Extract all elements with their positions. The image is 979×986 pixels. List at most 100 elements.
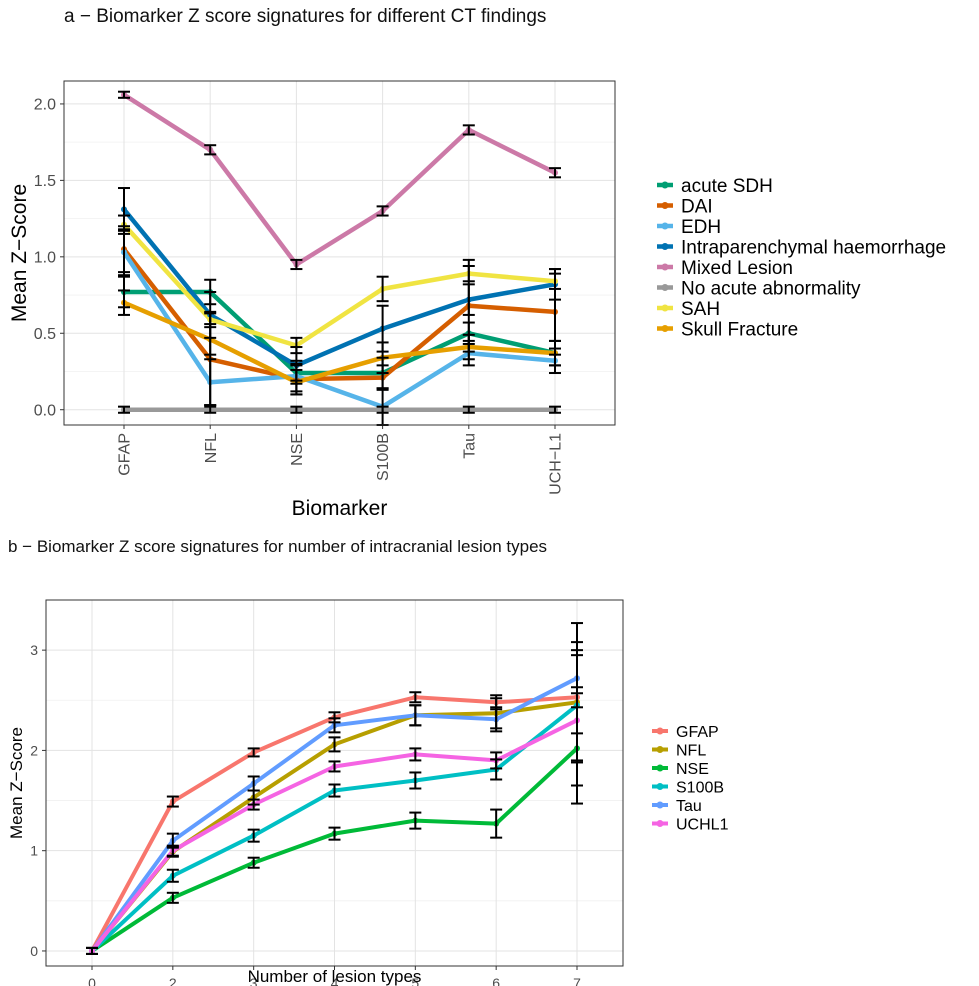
- chart-a-legend-label-5: No acute abnormality: [681, 278, 861, 299]
- chart-b-errorbar-2-3: [328, 826, 341, 841]
- chart-a-legend-item-7: Skull Fracture: [657, 319, 798, 340]
- chart-b: 0 1 2 3 0 2 3 4 5 6 7 Number of lesion types Mean Z−…: [7, 599, 729, 986]
- chart-b-yaxis-title: Mean Z−Score: [7, 727, 26, 839]
- chart-b-xtick-label: 0: [88, 975, 96, 986]
- chart-a-ytick-label: 0.5: [34, 326, 56, 343]
- chart-b-xtick-label: 2: [169, 975, 177, 986]
- chart-b-xtick-label: 4: [331, 975, 339, 986]
- chart-a-legend-dot-4: [661, 263, 669, 271]
- chart-a-yaxis-title: Mean Z−Score: [8, 184, 31, 322]
- chart-a-legend-item-1: DAI: [657, 196, 713, 217]
- chart-a-legend-label-4: Mixed Lesion: [681, 258, 793, 279]
- chart-a-legend-label-1: DAI: [681, 196, 713, 217]
- chart-a-errorbar-5-1: [204, 405, 217, 414]
- chart-a-errorbar-4-5: [549, 167, 561, 179]
- chart-b-legend-item-0: GFAP: [652, 724, 719, 741]
- chart-a-errorbar-6-5: [549, 272, 561, 290]
- chart-b-legend-label-1: NFL: [676, 742, 706, 759]
- chart-b-ytick-label: 2: [30, 742, 38, 758]
- chart-a-legend-label-2: EDH: [681, 217, 721, 238]
- chart-b-ytick-label: 0: [30, 943, 38, 959]
- chart-a-errorbar-5-5: [549, 405, 561, 414]
- chart-a-series-line-6: [121, 222, 558, 348]
- chart-a-errorbar-2-1: [204, 358, 217, 407]
- chart-a-legend-dot-0: [661, 181, 669, 189]
- chart-a-series-line-7: [121, 300, 558, 385]
- chart-b-errorbar-2-4: [409, 811, 422, 830]
- chart-a-errorbar-5-0: [118, 405, 130, 414]
- chart-b-errorbar-3-3: [328, 783, 341, 798]
- chart-a-errorbar-4-1: [204, 144, 217, 156]
- chart-a-errorbar-6-3: [376, 275, 389, 303]
- chart-b-errorbar-0-2: [247, 747, 260, 758]
- chart-a-errorbar-6-2: [290, 336, 303, 355]
- chart-a-legend-label-0: acute SDH: [681, 176, 773, 197]
- chart-b-ytick-label: 1: [30, 843, 38, 859]
- chart-b-errorbar-5-6: [571, 654, 583, 787]
- chart-b-legend-dot-5: [656, 820, 664, 827]
- chart-a-legend-item-0: acute SDH: [657, 176, 773, 197]
- chart-a-xtick-label: NSE: [289, 433, 306, 466]
- chart-b-errorbar-4-3: [328, 717, 341, 734]
- chart-a-errorbar-6-4: [462, 264, 475, 283]
- chart-b-errorbar-5-0: [86, 946, 98, 955]
- chart-b-title: b − Biomarker Z score signatures for num…: [8, 537, 548, 556]
- chart-a-xtick-label: GFAP: [117, 433, 134, 476]
- chart-a-legend-dot-2: [661, 222, 669, 230]
- chart-b-legend-label-5: UCHL1: [676, 816, 729, 833]
- chart-b-errorbar-3-2: [247, 828, 260, 843]
- chart-b-errorbar-4-5: [490, 706, 503, 733]
- chart-a-errorbar-4-4: [462, 124, 475, 136]
- chart-a-errorbar-7-1: [204, 323, 217, 356]
- chart-b-legend-dot-3: [656, 783, 664, 790]
- chart-b-legend-item-2: NSE: [652, 761, 709, 778]
- chart-a-errorbar-7-5: [549, 339, 561, 367]
- chart-a-errorbar-5-3: [376, 405, 389, 414]
- chart-a-legend-dot-7: [661, 325, 669, 332]
- chart-a-errorbar-3-4: [462, 283, 475, 316]
- chart-b-errorbar-0-1: [166, 795, 179, 808]
- chart-a-ytick-label: 0.0: [34, 402, 56, 419]
- chart-b-legend-item-1: NFL: [652, 742, 706, 759]
- chart-b-errorbar-1-3: [328, 736, 341, 753]
- chart-a-legend-item-6: SAH: [657, 299, 720, 320]
- chart-b-xaxis-title: Number of lesion types: [248, 967, 422, 986]
- chart-a-errorbar-7-0: [118, 289, 130, 316]
- chart-b-legend-label-4: Tau: [676, 798, 702, 815]
- chart-a-errorbar-5-2: [290, 405, 303, 414]
- chart-a-ytick-label: 1.5: [34, 173, 56, 190]
- chart-a-xtick-label: S100B: [375, 433, 392, 481]
- chart-a-errorbar-4-2: [290, 258, 303, 271]
- chart-a-errorbar-6-0: [118, 214, 130, 235]
- chart-a: 0.0 0.5 1.0 1.5 2.0 GFAP NFL NSE S100B Tau UCH−L1 B…: [8, 80, 946, 520]
- chart-b-xtick-label: 7: [573, 975, 581, 986]
- chart-b-errorbar-5-2: [247, 798, 260, 811]
- chart-b-errorbar-4-4: [409, 704, 422, 727]
- chart-a-series-line-4: [121, 92, 558, 267]
- chart-a-errorbar-7-3: [376, 341, 389, 375]
- chart-a-legend-label-3: Intraparenchymal haemorrhage: [681, 237, 946, 258]
- chart-b-errorbar-2-2: [247, 856, 260, 869]
- chart-b-errorbar-5-4: [409, 747, 422, 762]
- chart-b-ytick-label: 3: [30, 642, 38, 658]
- chart-a-errorbar-5-4: [462, 405, 475, 414]
- chart-a-legend-item-4: Mixed Lesion: [657, 258, 793, 279]
- chart-a-series-line-1: [121, 246, 558, 382]
- chart-b-errorbar-2-1: [166, 891, 179, 904]
- chart-a-xaxis-title: Biomarker: [292, 497, 388, 520]
- chart-a-errorbar-4-3: [376, 205, 389, 217]
- chart-a-series-line-3: [121, 207, 558, 368]
- chart-a-legend-label-6: SAH: [681, 299, 720, 320]
- chart-a-legend-item-2: EDH: [657, 217, 721, 238]
- chart-b-errorbar-3-4: [409, 771, 422, 790]
- chart-b-errorbar-5-3: [328, 760, 341, 773]
- chart-b-legend-dot-2: [656, 764, 664, 772]
- chart-a-title: a − Biomarker Z score signatures for dif…: [64, 6, 547, 27]
- chart-a-xtick-label: Tau: [461, 433, 478, 459]
- chart-a-legend-item-3: Intraparenchymal haemorrhage: [657, 237, 946, 258]
- chart-a-xtick-label: NFL: [203, 433, 220, 463]
- chart-b-legend-label-2: NSE: [676, 761, 709, 778]
- chart-a-series-line-0: [121, 289, 558, 376]
- chart-a-panel-border: [63, 80, 616, 426]
- chart-a-legend-dot-1: [661, 202, 669, 209]
